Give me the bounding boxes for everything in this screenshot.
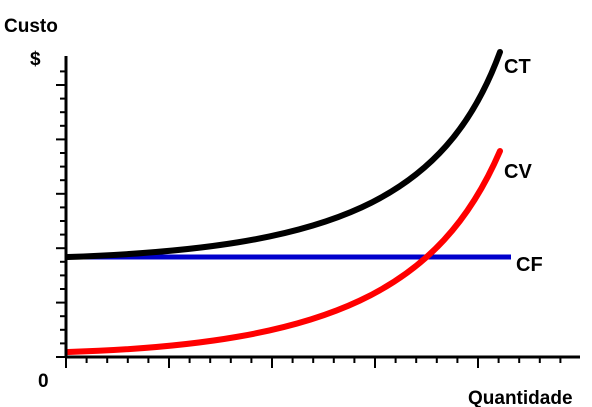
ct-label: CT: [504, 56, 531, 78]
cf-label: CF: [516, 254, 543, 276]
y-axis-unit: $: [30, 49, 41, 70]
x-axis-title: Quantidade: [468, 388, 573, 407]
axis-ticks: [56, 70, 562, 368]
cv-line: [65, 148, 503, 355]
origin-label: 0: [38, 371, 49, 392]
ct-line: [65, 49, 503, 260]
cv-label: CV: [504, 161, 532, 183]
y-axis-title: Custo: [4, 16, 58, 37]
